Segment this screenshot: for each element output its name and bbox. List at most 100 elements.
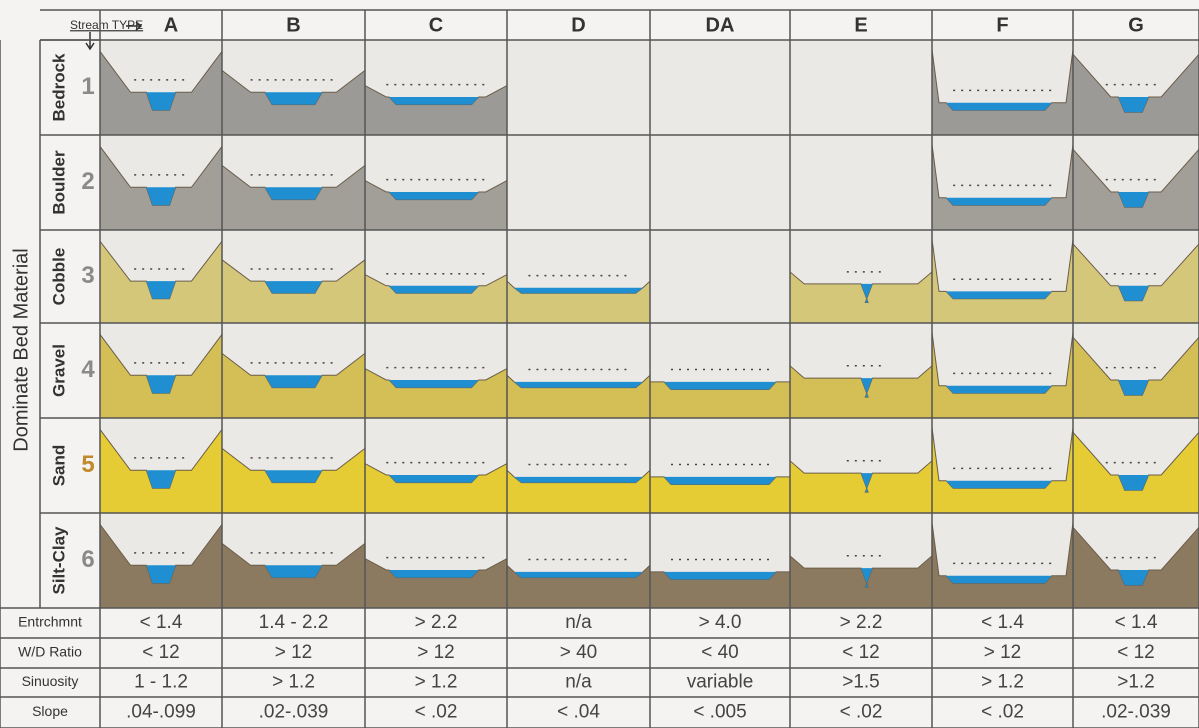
cross-section-water — [946, 575, 1052, 584]
criterion-value: > 12 — [275, 642, 313, 663]
cross-section-water — [146, 281, 176, 299]
criterion-value: > 4.0 — [699, 612, 742, 633]
cross-section-water — [514, 287, 643, 294]
row-number: 5 — [81, 451, 94, 478]
criterion-value: .02-.039 — [1101, 702, 1171, 723]
criterion-value: > 1.2 — [415, 672, 458, 693]
cross-section-water — [946, 480, 1052, 489]
criterion-value: n/a — [565, 672, 592, 693]
material-label: Sand — [49, 445, 68, 487]
cross-section-water — [514, 571, 643, 578]
criterion-value: >1.5 — [842, 672, 880, 693]
corner-label: Stream TYPE — [70, 18, 143, 32]
criterion-value: < 1.4 — [1115, 612, 1158, 633]
column-header: F — [996, 14, 1008, 36]
cross-section-water — [389, 570, 479, 578]
cross-section-water — [146, 375, 176, 394]
cross-section-water — [861, 283, 873, 303]
column-header: A — [164, 14, 178, 36]
criterion-value: n/a — [565, 612, 592, 633]
cross-section-water — [946, 102, 1052, 111]
criterion-value: > 2.2 — [840, 612, 883, 633]
cross-section-water — [389, 380, 479, 388]
criterion-value: < 40 — [701, 642, 739, 663]
cross-section-water — [1118, 570, 1149, 586]
criterion-label: W/D Ratio — [18, 644, 82, 660]
criterion-label: Entrchmnt — [18, 614, 82, 630]
criterion-label: Slope — [32, 703, 68, 719]
criterion-value: > 12 — [417, 642, 455, 663]
criterion-value: < .02 — [981, 702, 1024, 723]
cross-section-water — [264, 565, 323, 578]
criterion-value: 1.4 - 2.2 — [259, 612, 329, 633]
cell-sky — [507, 135, 650, 230]
row-number: 1 — [81, 73, 94, 100]
cross-section-water — [264, 187, 323, 200]
material-label: Silt-Clay — [49, 526, 68, 595]
cross-section-water — [664, 571, 776, 580]
criterion-value: 1 - 1.2 — [134, 672, 188, 693]
criterion-value: < .04 — [557, 702, 600, 723]
cross-section-water — [264, 375, 323, 388]
criterion-value: > 1.2 — [981, 672, 1024, 693]
criterion-value: .04-.099 — [126, 702, 196, 723]
criterion-value: > 40 — [560, 642, 598, 663]
material-label: Gravel — [49, 344, 68, 397]
criterion-value: .02-.039 — [259, 702, 329, 723]
cross-section-water — [1118, 192, 1149, 208]
criterion-value: < 1.4 — [140, 612, 183, 633]
cross-section-water — [264, 470, 323, 483]
material-label: Bedrock — [49, 53, 68, 122]
cross-section-water — [389, 285, 479, 294]
cross-section-water — [146, 187, 176, 206]
cross-section-water — [514, 381, 643, 388]
cell-sky — [507, 40, 650, 135]
cross-section-water — [389, 475, 479, 483]
material-label: Cobble — [49, 248, 68, 306]
criterion-value: < 12 — [142, 642, 180, 663]
cross-section-water — [264, 92, 323, 105]
cross-section-water — [1118, 97, 1149, 113]
cross-section-water — [1118, 380, 1149, 396]
column-header: G — [1128, 14, 1144, 36]
column-header: C — [429, 14, 443, 36]
row-number: 6 — [81, 546, 94, 573]
cell-sky — [650, 230, 790, 323]
criterion-value: < .02 — [415, 702, 458, 723]
criterion-value: >1.2 — [1117, 672, 1155, 693]
criterion-value: < .005 — [693, 702, 746, 723]
criterion-value: variable — [687, 672, 754, 693]
side-label: Dominate Bed Material — [10, 248, 32, 451]
criterion-value: < 12 — [842, 642, 880, 663]
column-header: E — [854, 14, 867, 36]
column-header: D — [571, 14, 585, 36]
cross-section-water — [946, 291, 1052, 299]
criterion-value: < 1.4 — [981, 612, 1024, 633]
cross-section-water — [146, 565, 176, 584]
row-number: 2 — [81, 168, 94, 195]
row-number: 4 — [81, 356, 95, 383]
cross-section-water — [264, 281, 323, 294]
criterion-label: Sinuosity — [22, 673, 79, 689]
cell-sky — [650, 135, 790, 230]
cross-section-water — [1118, 475, 1149, 491]
cell-sky — [650, 40, 790, 135]
column-header: B — [286, 14, 300, 36]
cross-section-water — [861, 378, 873, 398]
criterion-value: > 12 — [984, 642, 1022, 663]
cross-section-water — [146, 92, 176, 111]
criterion-value: > 1.2 — [272, 672, 315, 693]
cell-sky — [790, 135, 932, 230]
cross-section-water — [664, 476, 776, 485]
cross-section-water — [146, 470, 176, 489]
criterion-value: < .02 — [840, 702, 883, 723]
cell-sky — [790, 40, 932, 135]
cross-section-water — [946, 385, 1052, 394]
cross-section-water — [1118, 285, 1149, 301]
cross-section-water — [946, 197, 1052, 206]
criterion-value: < 12 — [1117, 642, 1155, 663]
cross-section-water — [514, 476, 643, 483]
criterion-value: > 2.2 — [415, 612, 458, 633]
